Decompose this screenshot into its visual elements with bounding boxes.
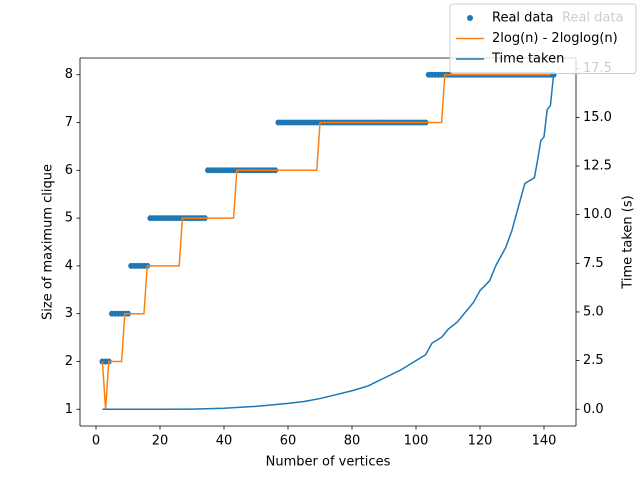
y2-tick-label: 7.5	[583, 256, 604, 271]
series-line	[102, 74, 555, 411]
y-tick-label: 4	[65, 258, 73, 273]
legend-label: Time taken	[491, 52, 564, 67]
y2-tick-label: 2.5	[583, 353, 604, 368]
y-tick-label: 2	[65, 354, 73, 369]
x-tick-label: 20	[152, 434, 169, 449]
legend-label: Real data	[492, 11, 553, 26]
y2-tick-label: 5.0	[583, 304, 604, 319]
x-tick-label: 120	[468, 434, 493, 449]
y-tick-label: 6	[65, 163, 73, 178]
legend-box	[449, 3, 637, 74]
x-tick-label: 80	[344, 434, 361, 449]
legend-marker	[467, 15, 473, 21]
x-axis-label: Number of vertices	[266, 455, 391, 470]
y2-tick-label: 12.5	[583, 159, 612, 174]
y-tick-label: 5	[65, 211, 73, 226]
x-tick-label: 140	[532, 434, 557, 449]
y2-tick-label: 0.0	[583, 402, 604, 417]
y2-tick-label: 15.0	[583, 110, 612, 125]
x-tick-label: 60	[280, 434, 297, 449]
legend-label: 2log(n) - 2loglog(n)	[492, 31, 618, 46]
y2-tick-label: 10.0	[583, 207, 612, 222]
y-tick-label: 3	[65, 306, 73, 321]
x-tick-label: 0	[92, 434, 100, 449]
y-tick-label: 7	[65, 115, 73, 130]
x-tick-label: 100	[404, 434, 429, 449]
series-line	[101, 73, 551, 411]
x-tick-label: 40	[216, 434, 233, 449]
y2-axis-label: Time taken (s)	[621, 195, 636, 289]
y-axis-label: Size of maximum clique	[41, 164, 56, 320]
y-tick-label: 1	[65, 402, 73, 417]
y-tick-label: 8	[65, 67, 73, 82]
